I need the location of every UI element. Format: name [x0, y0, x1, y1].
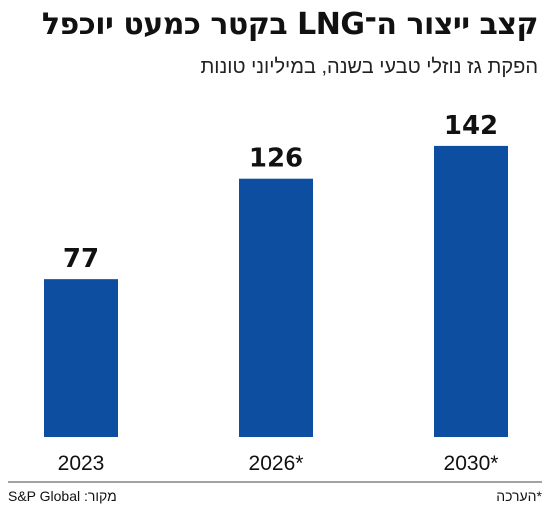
- x-tick-label: 2023: [58, 452, 105, 475]
- chart-subtitle: הפקת גז נוזלי טבעי בשנה, במיליוני טונות: [200, 56, 538, 78]
- x-tick-label: 2026*: [249, 452, 304, 475]
- chart-title: קצב ייצור ה־LNG בקטר כמעט יוכפל: [41, 7, 539, 42]
- estimate-footnote: *הערכה: [496, 488, 542, 504]
- bar-value-label: 77: [63, 244, 99, 274]
- bar-2026*: [239, 178, 313, 437]
- bar-2023: [44, 279, 118, 437]
- bar-value-label: 142: [444, 111, 498, 141]
- source-note: מקור: S&P Global: [8, 488, 117, 504]
- bar-value-label: 126: [249, 144, 303, 174]
- x-tick-label: 2030*: [444, 452, 499, 475]
- bar-2030*: [434, 145, 508, 437]
